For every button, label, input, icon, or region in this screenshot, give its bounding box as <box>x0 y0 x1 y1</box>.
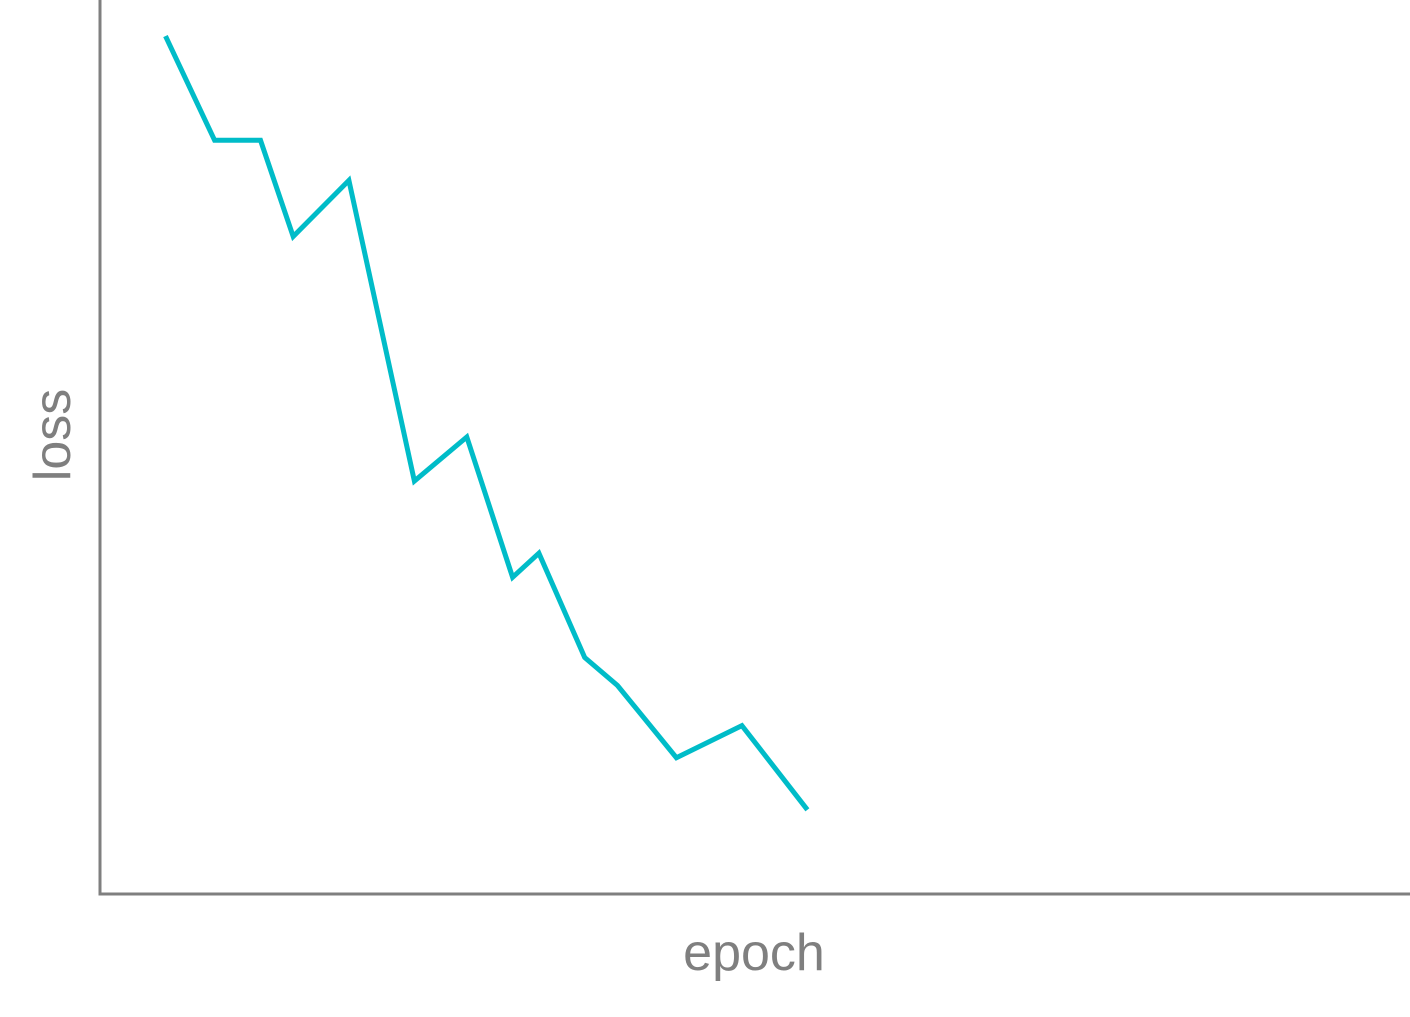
series-line-1 <box>163 35 810 812</box>
x-axis-label: epoch <box>683 924 825 982</box>
plot-area <box>163 35 810 812</box>
y-axis-label: loss <box>24 389 82 481</box>
